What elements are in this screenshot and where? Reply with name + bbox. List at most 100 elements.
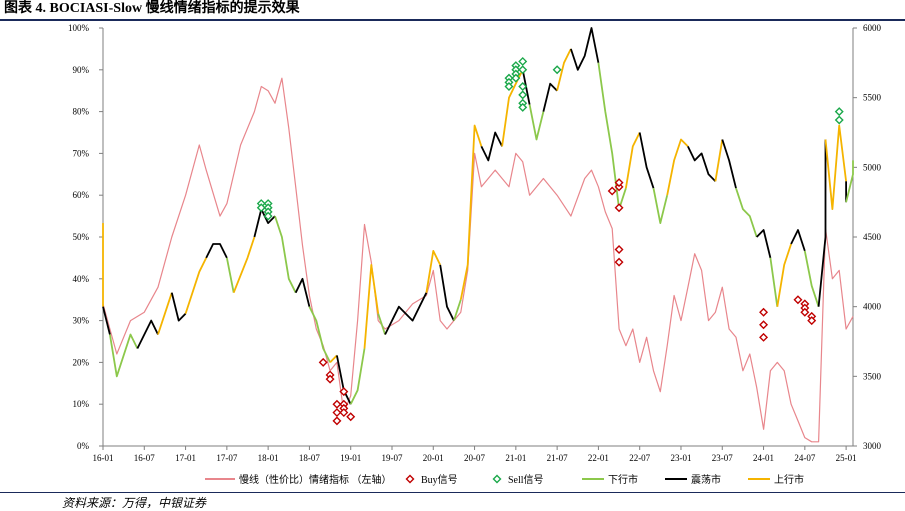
buy-signal-marker [759, 320, 769, 330]
left-tick-label: 70% [73, 148, 90, 158]
left-tick-label: 80% [73, 107, 90, 117]
buy-signal-marker [793, 295, 803, 305]
x-tick-label: 21-07 [547, 453, 568, 463]
index-segment-up [666, 138, 689, 196]
sell-signal-marker [511, 73, 521, 83]
index-segment-down [377, 313, 386, 335]
legend-label-sentiment: 慢线（性价比）情绪指标 （左轴） [239, 473, 392, 486]
buy-signal-marker [614, 178, 624, 188]
buy-signal-marker [332, 408, 342, 418]
index-segment-up [501, 69, 524, 147]
data-layer [102, 27, 854, 443]
right-tick-label: 4000 [863, 302, 882, 312]
sell-signal-marker [834, 115, 844, 125]
index-segment-range [102, 306, 111, 335]
index-segment-down [735, 187, 758, 238]
index-segment-range [542, 82, 558, 112]
x-tick-label: 22-07 [629, 453, 650, 463]
buy-signal-marker [318, 357, 328, 367]
index-segment-up [556, 48, 572, 91]
index-segment-down [769, 257, 779, 307]
x-tick-label: 21-01 [505, 453, 526, 463]
index-segment-range [570, 27, 600, 71]
index-segment-down [597, 62, 627, 211]
buy-signal-marker [614, 257, 624, 267]
x-tick-label: 18-01 [258, 453, 279, 463]
index-segment-range [817, 139, 827, 307]
index-segment-range [136, 319, 159, 349]
left-tick-label: 30% [73, 316, 90, 326]
index-segment-down [652, 188, 669, 225]
x-tick-label: 17-07 [216, 453, 237, 463]
index-segment-up [425, 249, 442, 293]
index-segment-range [170, 292, 187, 322]
left-tick-label: 20% [73, 357, 90, 367]
axes-layer: 0% 10% 20% 30% 40% 50% 60% 70% 80% 90% 100% 3000 350… [68, 23, 882, 463]
sell-signal-marker [518, 90, 528, 100]
left-tick-label: 50% [73, 232, 90, 242]
index-segment-range [294, 277, 311, 307]
index-segment-up [157, 292, 173, 335]
x-tick-label: 23-07 [712, 453, 733, 463]
buy-signal-marker [607, 186, 617, 196]
index-segment-up [459, 124, 483, 300]
x-tick-label: 24-01 [753, 453, 774, 463]
x-tick-label: 24-07 [794, 453, 815, 463]
index-segment-range [205, 243, 228, 259]
index-segment-up [824, 124, 847, 211]
sell-signal-marker [518, 65, 528, 75]
buy-signal-marker [332, 416, 342, 426]
legend: 慢线（性价比）情绪指标 （左轴） Buy信号 Sell信号 下行市 震荡市 上行市 [205, 473, 804, 486]
buy-signal-marker [807, 316, 817, 326]
buy-signal-marker [346, 412, 356, 422]
sell-signal-marker [518, 56, 528, 66]
buy-signal-marker [339, 408, 349, 418]
index-segment-down [274, 215, 297, 294]
buy-signal-marker [332, 399, 342, 409]
buy-signal-marker [759, 307, 769, 317]
x-tick-label: 20-07 [464, 453, 485, 463]
legend-label-down: 下行市 [608, 473, 638, 486]
left-tick-label: 10% [73, 399, 90, 409]
buy-signal-marker [339, 387, 349, 397]
sentiment-line [102, 77, 854, 443]
x-tick-label: 25-01 [836, 453, 857, 463]
legend-swatch-buy [405, 474, 415, 484]
legend-swatch-sell [492, 474, 502, 484]
index-segment-range [384, 292, 428, 335]
index-segment-up [184, 257, 208, 314]
legend-label-sell: Sell信号 [508, 474, 544, 486]
right-tick-label: 4500 [863, 232, 882, 242]
x-tick-label: 17-01 [175, 453, 196, 463]
right-tick-label: 5000 [863, 162, 882, 172]
right-tick-label: 3500 [863, 371, 882, 381]
index-segment-up [714, 139, 724, 182]
index-segment-range [756, 229, 772, 259]
index-segment-up [329, 354, 338, 364]
index-segment-down [528, 104, 545, 141]
left-tick-label: 0% [77, 441, 90, 451]
index-segment-range [439, 264, 455, 322]
source-note: 资料来源：万得，中银证券 [62, 496, 207, 510]
left-tick-label: 40% [73, 274, 90, 284]
sell-signal-marker [518, 102, 528, 112]
x-tick-label: 19-07 [381, 453, 402, 463]
legend-label-buy: Buy信号 [421, 474, 458, 486]
index-segment-up [625, 132, 641, 189]
x-tick-label: 23-01 [670, 453, 691, 463]
right-tick-label: 5500 [863, 93, 882, 103]
index-segment-up [363, 263, 380, 349]
index-segment-range [638, 132, 655, 189]
right-tick-label: 3000 [863, 441, 882, 451]
index-segment-up [776, 243, 792, 307]
x-tick-label: 22-01 [588, 453, 609, 463]
index-segment-down [803, 250, 820, 307]
index-segment-down [308, 306, 331, 363]
legend-label-up: 上行市 [774, 473, 804, 486]
sell-signal-marker [834, 107, 844, 117]
left-tick-label: 90% [73, 65, 90, 75]
right-tick-label: 6000 [863, 23, 882, 33]
buy-signal-marker [759, 332, 769, 342]
chart-svg: 0% 10% 20% 30% 40% 50% 60% 70% 80% 90% 100% 3000 350… [68, 23, 882, 486]
sell-signal-marker [263, 211, 273, 221]
